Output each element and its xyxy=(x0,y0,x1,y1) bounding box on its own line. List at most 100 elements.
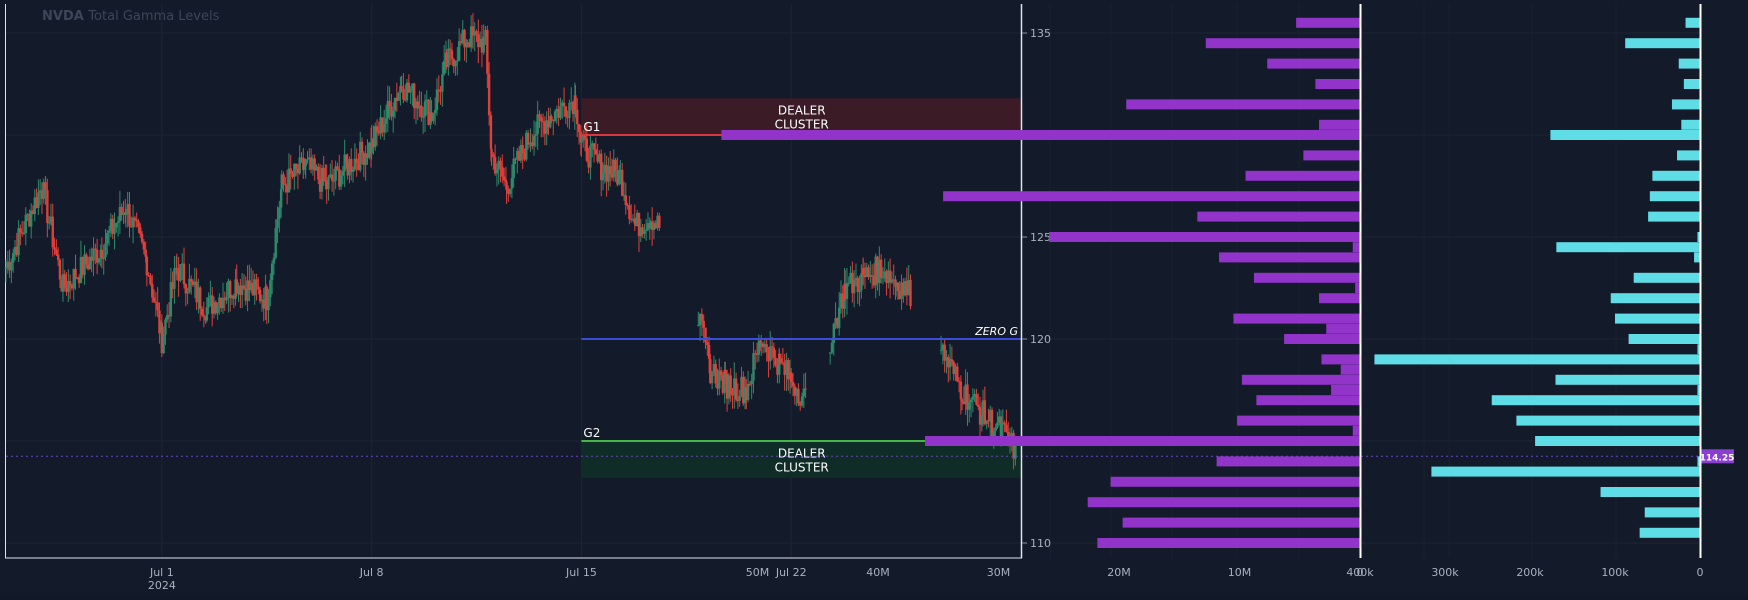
candle-body xyxy=(603,164,607,173)
candle-body xyxy=(115,222,118,228)
candle-body xyxy=(876,256,879,284)
candle-body xyxy=(591,143,594,146)
candle-body xyxy=(966,384,969,410)
candle-body xyxy=(980,416,984,425)
candle-body xyxy=(392,110,395,117)
candle-body xyxy=(969,399,973,403)
candle-body xyxy=(280,174,283,190)
candle-body xyxy=(802,388,806,397)
candle-body xyxy=(246,280,249,301)
candle-body xyxy=(124,213,128,215)
candle-body xyxy=(130,226,133,228)
candle-body xyxy=(598,153,601,162)
candle-body xyxy=(745,387,748,401)
oi-bar xyxy=(1535,436,1700,446)
candle-body xyxy=(861,268,865,276)
candle-body xyxy=(350,159,353,173)
candle-body xyxy=(909,279,912,307)
candle-body xyxy=(837,307,841,328)
candle-body xyxy=(456,60,459,62)
candle-body xyxy=(492,153,495,158)
dealer-cluster-label: CLUSTER xyxy=(775,118,829,132)
candle-body xyxy=(486,30,489,74)
candle-body xyxy=(990,409,994,437)
candle-body xyxy=(306,159,309,161)
candle-body xyxy=(841,293,844,309)
candle-body xyxy=(191,281,195,286)
candle-body xyxy=(576,109,579,125)
y-tick-label: 110 xyxy=(1030,537,1051,550)
candle-body xyxy=(950,359,954,362)
candle-body xyxy=(370,138,373,154)
candle-body xyxy=(900,282,903,299)
candle-body xyxy=(971,396,975,400)
candle-body xyxy=(941,344,945,350)
candle-body xyxy=(538,114,541,118)
candle-body xyxy=(416,101,419,109)
oi-tick-label: 400k xyxy=(1346,566,1374,579)
gamma-bar xyxy=(1267,58,1360,69)
candle-body xyxy=(892,279,895,281)
candle-body xyxy=(152,297,156,302)
candle-body xyxy=(902,282,905,296)
candle-body xyxy=(327,177,330,190)
gamma-bar xyxy=(1352,425,1360,436)
candle-body xyxy=(658,215,661,228)
candle-body xyxy=(710,371,714,384)
candle-body xyxy=(169,282,173,317)
candle-body xyxy=(836,318,839,328)
candle-body xyxy=(164,319,167,335)
candle-body xyxy=(943,344,946,361)
candle-body xyxy=(214,302,217,314)
candle-body xyxy=(53,247,56,250)
candle-body xyxy=(77,277,81,284)
candle-body xyxy=(1003,422,1006,425)
candle-body xyxy=(13,247,17,253)
candle-body xyxy=(549,116,552,128)
candle-body xyxy=(505,181,508,190)
candle-body xyxy=(580,140,583,143)
candle-body xyxy=(239,285,242,296)
candle-body xyxy=(4,267,8,269)
dealer-cluster-band xyxy=(581,441,1022,478)
candle-body xyxy=(237,285,240,294)
candle-body xyxy=(147,275,150,277)
candle-body xyxy=(255,279,258,287)
candle-body xyxy=(144,249,147,257)
gamma-bar xyxy=(1237,415,1360,426)
candle-body xyxy=(44,182,47,191)
candle-body xyxy=(364,153,367,166)
candle-body xyxy=(92,248,95,261)
candle-body xyxy=(849,272,852,283)
candle-body xyxy=(97,258,101,263)
candle-body xyxy=(624,195,627,205)
candle-body xyxy=(858,290,861,293)
candle-body xyxy=(223,298,226,301)
candle-body xyxy=(992,430,996,437)
candle-body xyxy=(11,252,15,263)
candle-body xyxy=(785,360,788,375)
gamma-bar xyxy=(1331,385,1360,395)
candle-body xyxy=(341,171,345,176)
candle-body xyxy=(635,212,639,226)
candle-body xyxy=(898,291,901,299)
oi-bar xyxy=(1639,527,1700,538)
candle-body xyxy=(188,278,191,293)
candle-body xyxy=(133,217,137,220)
candle-body xyxy=(800,396,804,406)
candle-body xyxy=(727,375,731,399)
candle-body xyxy=(216,305,219,314)
candle-body xyxy=(767,352,770,362)
candle-body xyxy=(517,150,521,161)
candle-body xyxy=(568,102,571,118)
candle-body xyxy=(536,114,539,135)
candle-body xyxy=(58,259,62,280)
candle-body xyxy=(490,148,493,154)
candle-body xyxy=(338,169,341,187)
candle-body xyxy=(454,60,457,67)
candle-body xyxy=(561,102,564,107)
candle-body xyxy=(996,422,999,428)
chart-title-ticker: NVDA xyxy=(42,9,84,24)
candle-body xyxy=(870,275,874,277)
candle-body xyxy=(637,212,641,237)
